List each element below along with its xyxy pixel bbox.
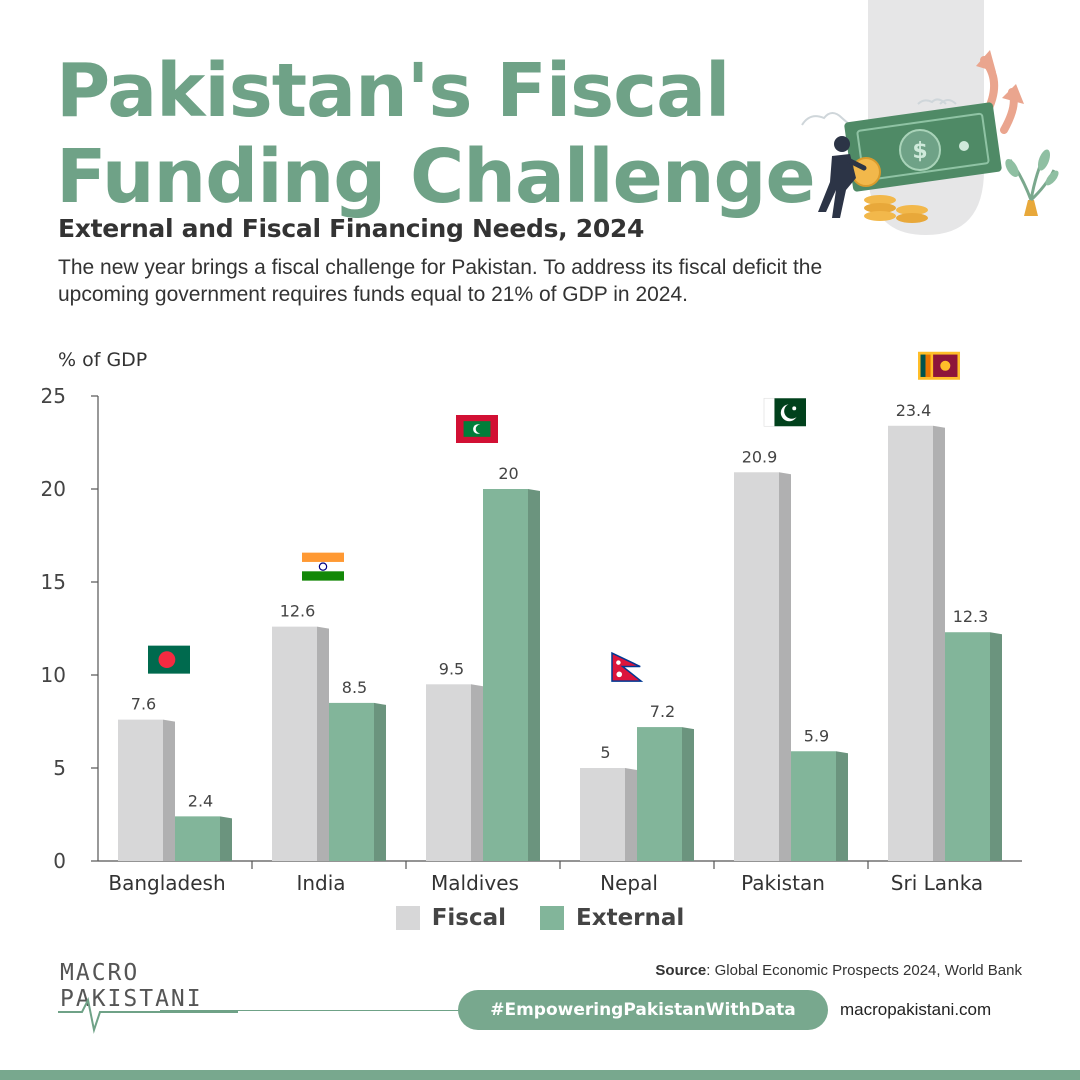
- x-tick-label: Maldives: [431, 871, 519, 895]
- sri-lanka-flag-icon: [918, 351, 960, 380]
- y-axis-label: % of GDP: [58, 349, 147, 371]
- bar-side: [779, 472, 791, 861]
- bar-external-maldives: [483, 489, 528, 861]
- x-tick-label: Pakistan: [741, 871, 825, 895]
- source-text: : Global Economic Prospects 2024, World …: [706, 962, 1022, 979]
- x-tick-label: Nepal: [600, 871, 658, 895]
- bar-side: [933, 425, 945, 861]
- data-label: 5.9: [804, 726, 829, 745]
- bar-chart: % of GDP 0 5 10 15 20 25 7.6 2.4 Bangladesh 12.6 8…: [41, 349, 1022, 895]
- data-label: 12.3: [953, 607, 989, 626]
- y-tick-label: 5: [53, 756, 66, 780]
- bangladesh-flag-icon: [148, 645, 190, 674]
- data-label: 9.5: [439, 659, 464, 678]
- bar-fiscal-india: [272, 626, 317, 861]
- macro-pakistani-logo: MACRO PAKISTANI: [58, 960, 238, 1034]
- legend: Fiscal External: [0, 905, 1080, 931]
- legend-label-fiscal: Fiscal: [431, 905, 507, 931]
- hashtag-badge: #EmpoweringPakistanWithData: [458, 990, 828, 1030]
- maldives-flag-icon: [456, 415, 498, 443]
- data-label: 8.5: [342, 678, 367, 697]
- data-label: 7.2: [650, 702, 675, 721]
- data-label: 7.6: [131, 695, 156, 714]
- title-line-2: Funding Challenge: [56, 134, 816, 220]
- bar-fiscal-pakistan: [734, 472, 779, 861]
- legend-swatch-external: [540, 906, 565, 930]
- y-tick-label: 25: [41, 384, 66, 408]
- legend-item-external: External: [540, 905, 684, 931]
- data-label: 20: [498, 464, 518, 483]
- footer-bar: [0, 1070, 1080, 1080]
- data-label: 20.9: [742, 447, 778, 466]
- bar-external-bangladesh: [175, 816, 220, 861]
- website-link[interactable]: macropakistani.com: [840, 1000, 992, 1019]
- y-tick-label: 15: [41, 570, 66, 594]
- bar-external-india: [329, 702, 374, 861]
- legend-item-fiscal: Fiscal: [395, 905, 507, 931]
- bar-side: [528, 489, 540, 861]
- bar-fiscal-nepal: [580, 768, 625, 861]
- x-tick-label: India: [296, 871, 345, 895]
- y-tick-label: 0: [53, 849, 66, 873]
- bar-side: [471, 684, 483, 861]
- bar-side: [836, 751, 848, 861]
- source-note: Source: Global Economic Prospects 2024, …: [655, 962, 1022, 979]
- data-label: 2.4: [188, 791, 213, 810]
- india-flag-icon: [302, 552, 344, 581]
- bar-side: [220, 816, 232, 861]
- bar-side: [317, 626, 329, 861]
- bar-side: [682, 727, 694, 861]
- nepal-flag-icon: [611, 651, 644, 682]
- legend-label-external: External: [576, 905, 685, 931]
- bar-fiscal-bangladesh: [118, 719, 163, 861]
- bar-fiscal-sri-lanka: [888, 425, 933, 861]
- data-label: 12.6: [280, 602, 316, 621]
- y-tick-label: 10: [41, 663, 66, 687]
- money-illustration: $: [801, 0, 1059, 235]
- x-tick-label: Bangladesh: [108, 871, 225, 895]
- bar-external-sri-lanka: [945, 632, 990, 861]
- bar-side: [163, 719, 175, 861]
- hashtag-divider: [160, 1010, 470, 1011]
- svg-text:$: $: [912, 139, 927, 164]
- page-title: Pakistan's Fiscal Funding Challenge: [56, 48, 816, 220]
- bar-external-nepal: [637, 727, 682, 861]
- legend-swatch-fiscal: [395, 906, 420, 930]
- source-label: Source: [655, 962, 707, 979]
- title-line-1: Pakistan's Fiscal: [56, 48, 730, 134]
- bar-external-pakistan: [791, 751, 836, 861]
- bar-side: [625, 768, 637, 861]
- bar-side: [374, 702, 386, 861]
- chart-subtitle: External and Fiscal Financing Needs, 202…: [58, 214, 645, 243]
- logo-line-1: MACRO: [60, 960, 139, 986]
- chart-description: The new year brings a fiscal challenge f…: [58, 256, 823, 306]
- data-label: 23.4: [896, 401, 932, 420]
- x-tick-label: Sri Lanka: [891, 871, 983, 895]
- bar-side: [990, 632, 1002, 861]
- pakistan-flag-icon: [763, 397, 806, 427]
- data-label: 5: [600, 743, 610, 762]
- logo-line-2: PAKISTANI: [60, 986, 203, 1012]
- bar-fiscal-maldives: [426, 684, 471, 861]
- y-tick-label: 20: [41, 477, 66, 501]
